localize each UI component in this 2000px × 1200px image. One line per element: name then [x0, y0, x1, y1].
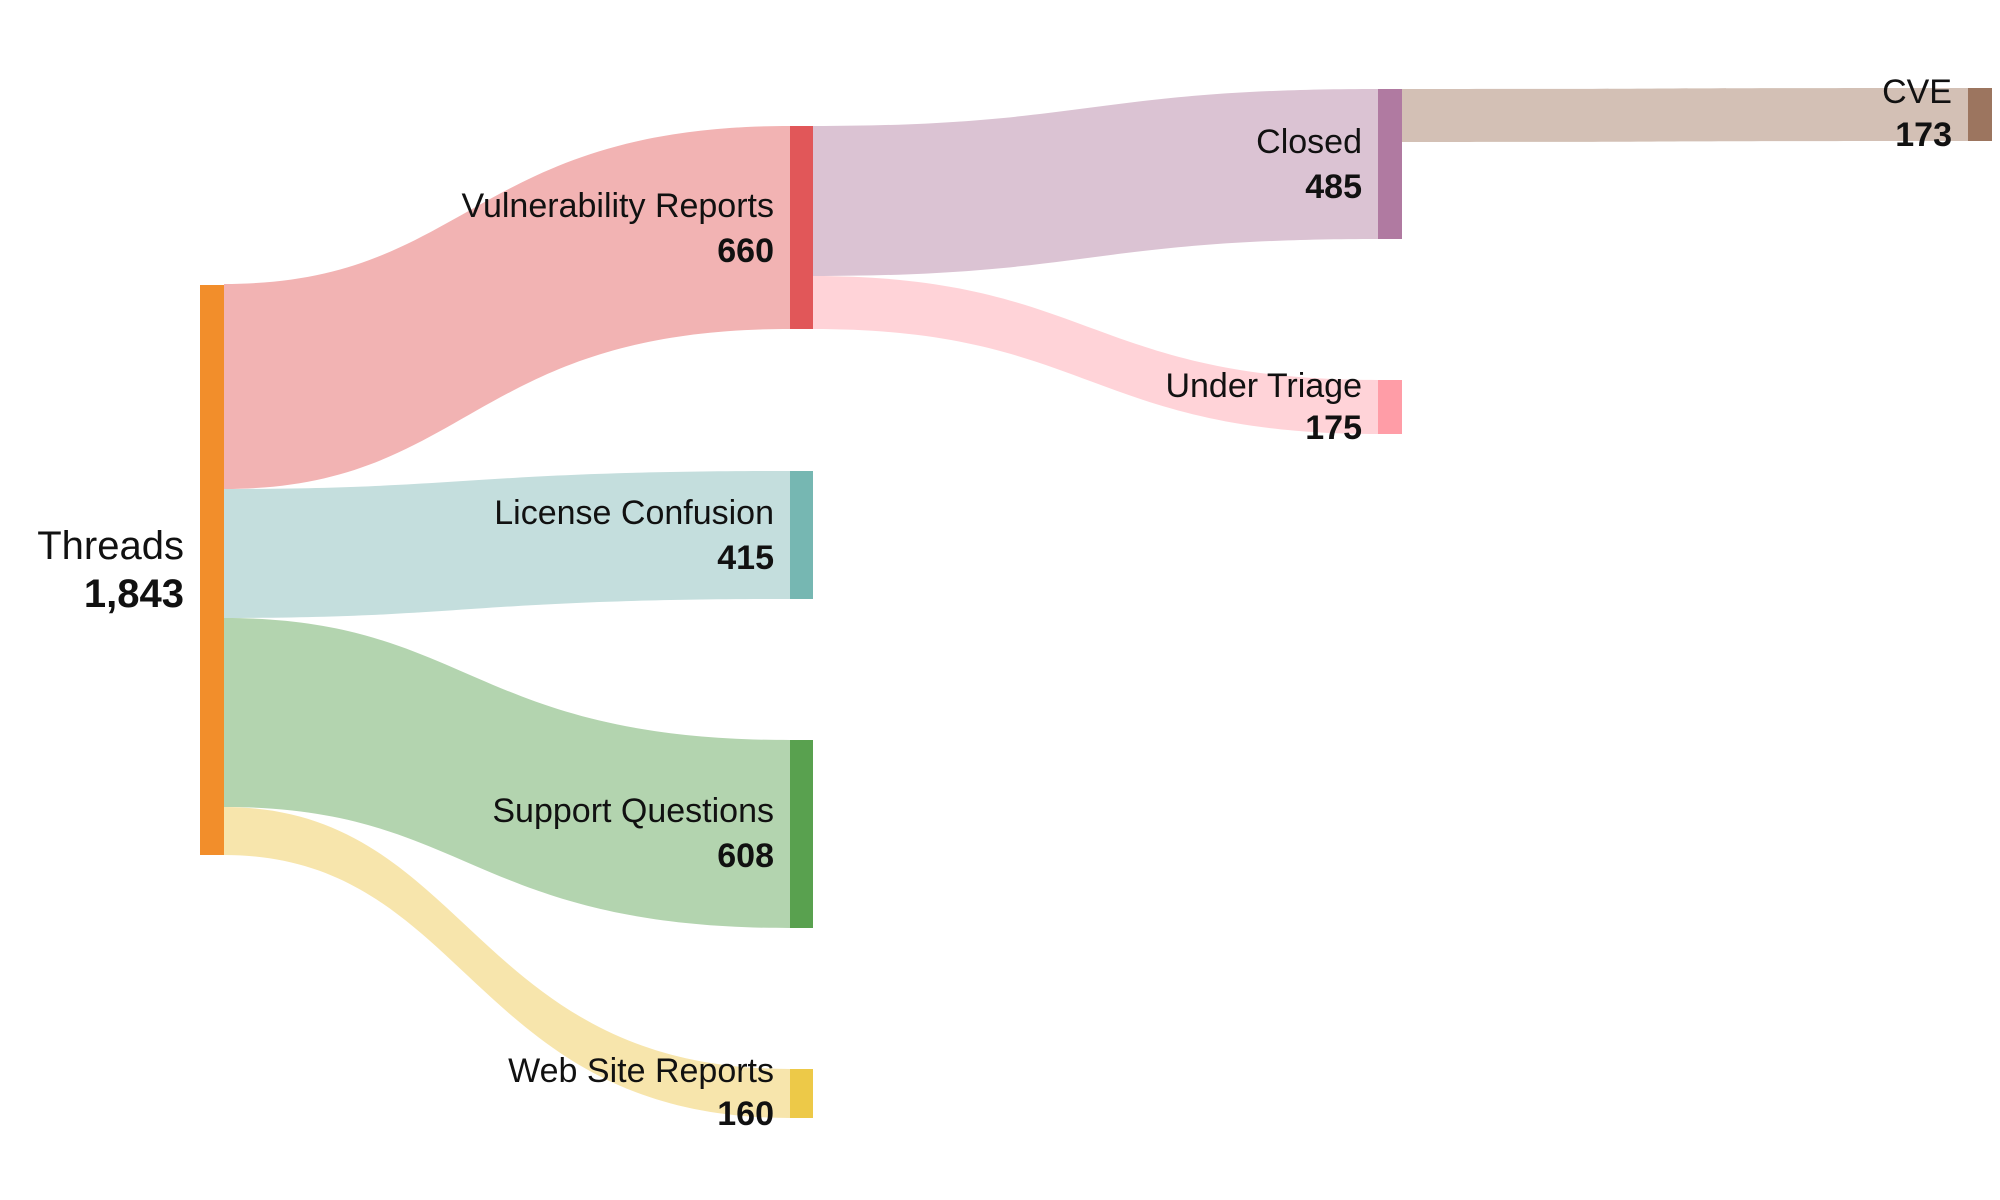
node-label-closed: Closed [1256, 123, 1362, 161]
node-bar-web-site-reports [790, 1069, 813, 1118]
node-value-vulnerability-reports: 660 [717, 232, 774, 270]
node-label-web-site-reports: Web Site Reports [508, 1052, 774, 1090]
node-value-threads: 1,843 [84, 572, 184, 616]
node-bar-support-questions [790, 740, 813, 928]
nodes [200, 88, 1992, 1118]
node-bar-closed [1378, 89, 1402, 239]
node-bar-under-triage [1378, 380, 1402, 434]
node-label-threads: Threads [37, 524, 184, 568]
links [224, 88, 1968, 1118]
node-value-license-confusion: 415 [717, 539, 774, 577]
node-value-closed: 485 [1305, 168, 1362, 206]
node-label-under-triage: Under Triage [1165, 367, 1362, 405]
node-bar-license-confusion [790, 471, 813, 599]
node-label-vulnerability-reports: Vulnerability Reports [462, 187, 774, 225]
labels: Threads 1,843 Vulnerability Reports 660 … [37, 73, 1952, 1133]
node-label-cve: CVE [1882, 73, 1952, 111]
link-closed-cve [1402, 88, 1968, 142]
link-vulnerability-reports-under-triage [813, 276, 1378, 434]
node-bar-cve [1968, 88, 1992, 141]
node-bar-vulnerability-reports [790, 126, 813, 329]
node-bar-threads [200, 285, 224, 855]
link-threads-license-confusion [224, 471, 790, 618]
node-value-support-questions: 608 [717, 837, 774, 875]
node-value-web-site-reports: 160 [717, 1095, 774, 1133]
link-threads-support-questions [224, 618, 790, 928]
link-threads-vulnerability-reports [224, 126, 790, 489]
node-value-cve: 173 [1895, 116, 1952, 154]
link-threads-web-site-reports [224, 807, 790, 1118]
node-value-under-triage: 175 [1305, 409, 1362, 447]
node-label-license-confusion: License Confusion [494, 494, 774, 532]
node-label-support-questions: Support Questions [492, 792, 774, 830]
link-vulnerability-reports-closed [813, 89, 1378, 276]
